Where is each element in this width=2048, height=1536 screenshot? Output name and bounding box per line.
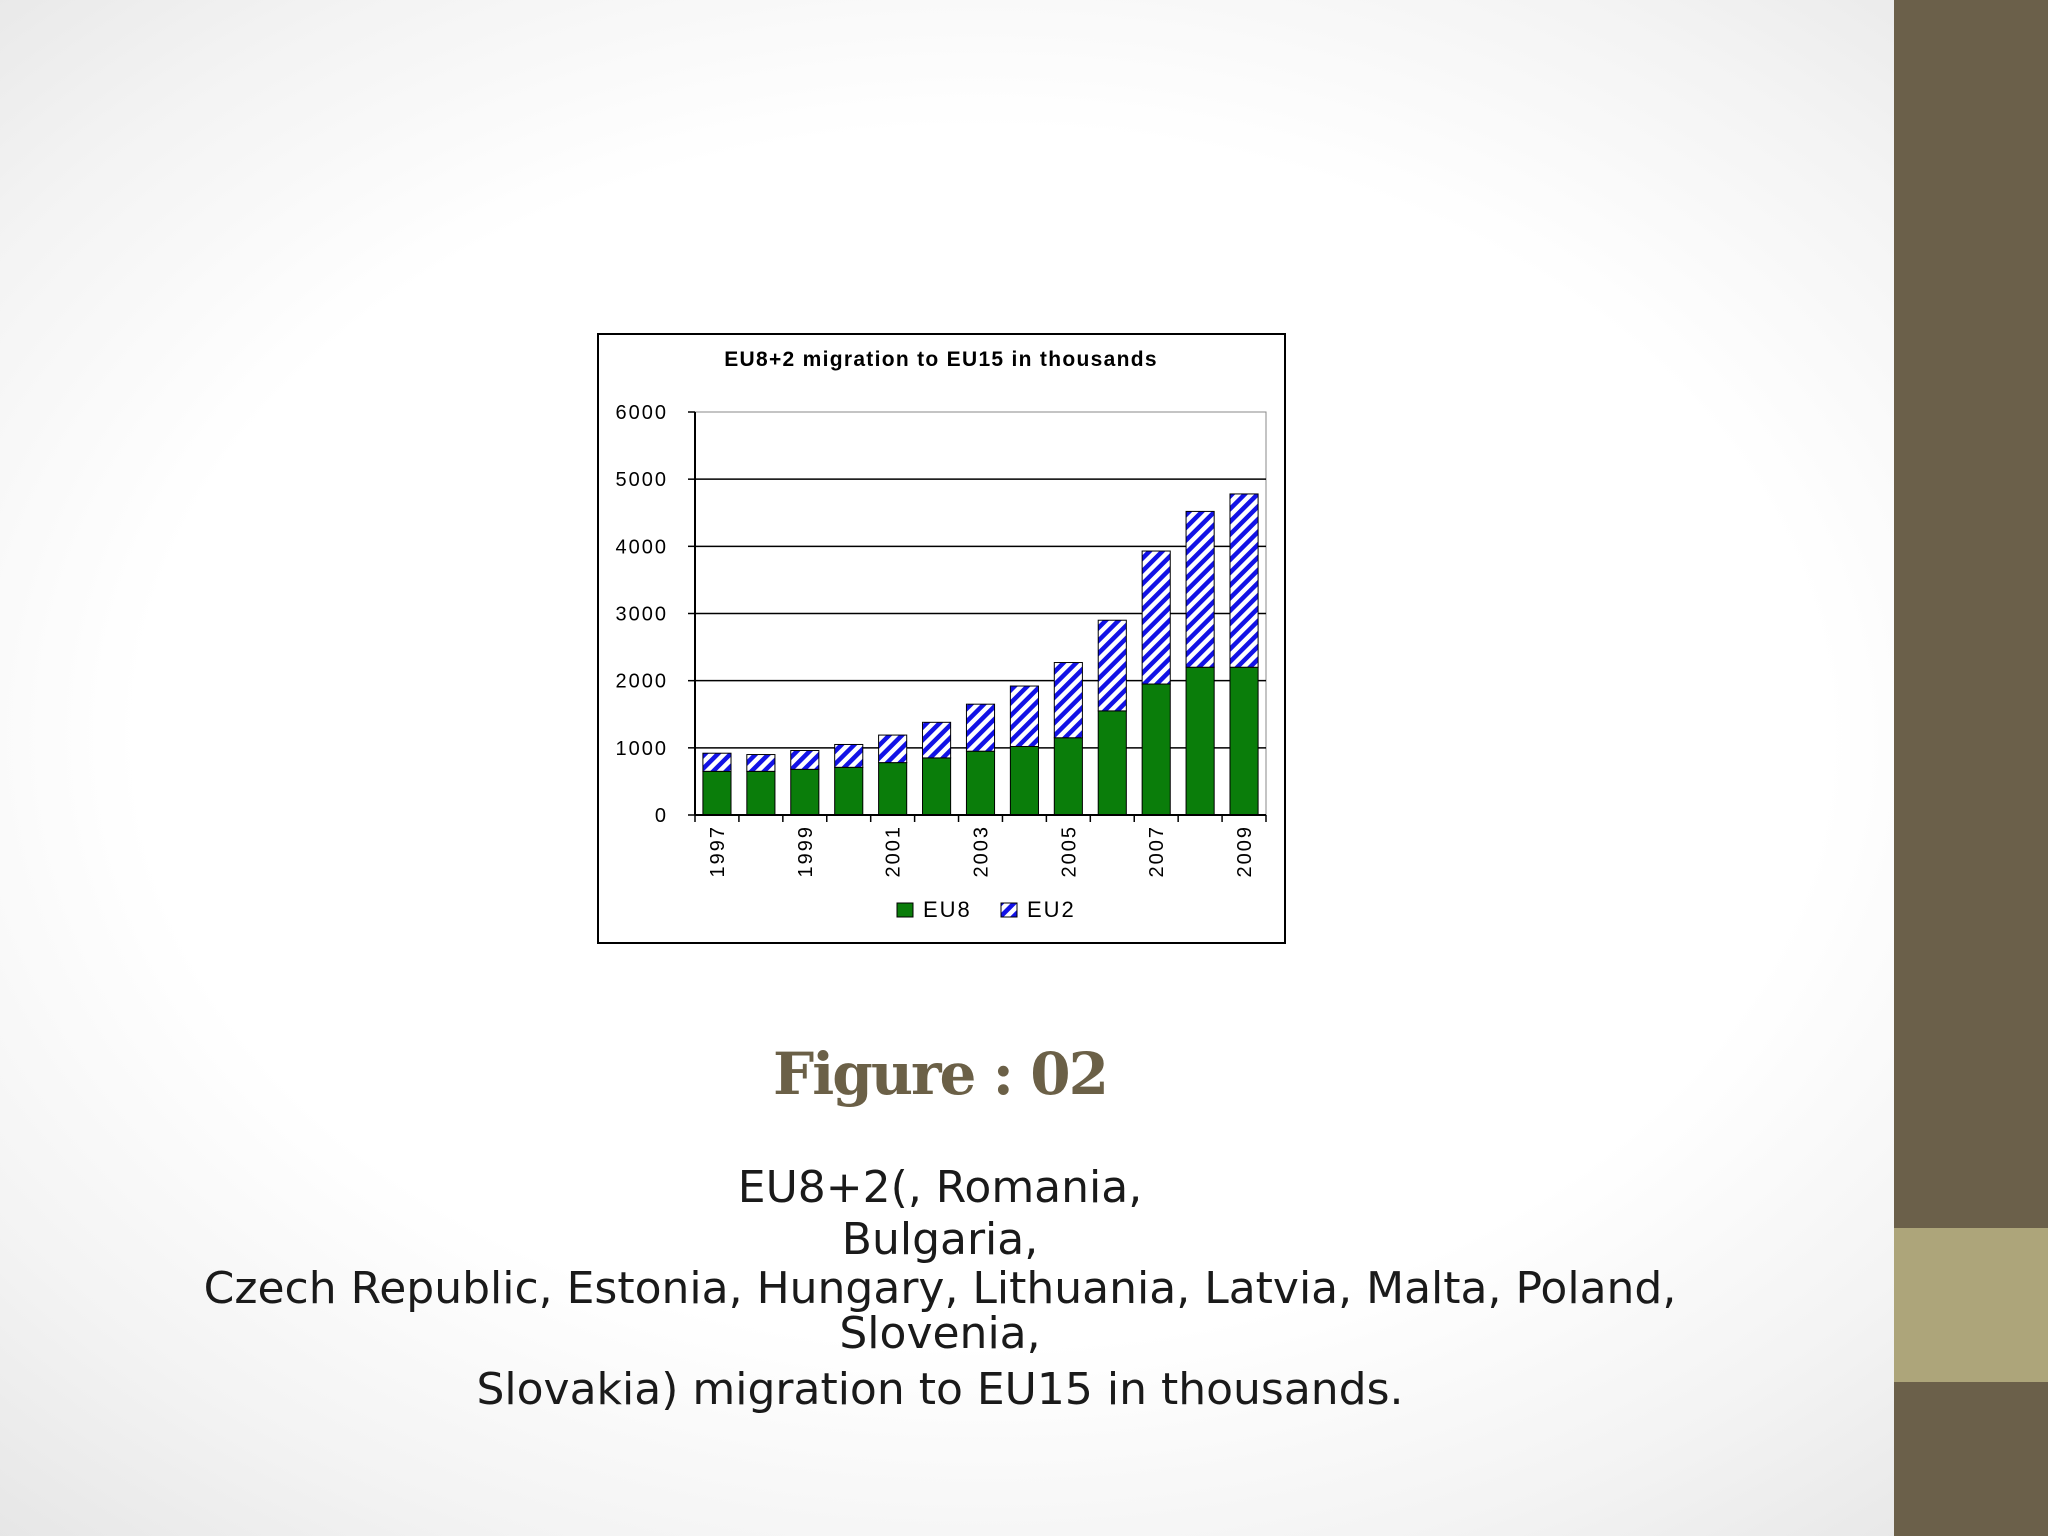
legend-label-eu2: EU2 — [1027, 897, 1076, 922]
x-tick-label: 2009 — [1234, 825, 1256, 878]
bar-eu8 — [1185, 666, 1215, 816]
caption-line: Bulgaria, — [841, 1214, 1039, 1265]
bar-eu8 — [1053, 737, 1083, 816]
figure-caption: EU8+2(, Romania, Bulgaria, Czech Republi… — [120, 1162, 1760, 1424]
x-tick-label: 2003 — [971, 825, 993, 878]
y-tick-label: 4000 — [616, 536, 669, 558]
bar-eu2 — [1053, 662, 1083, 739]
caption-line: EU8+2(, Romania, — [737, 1162, 1143, 1213]
x-tick-label: 1997 — [707, 825, 729, 878]
caption-line: Slovenia, — [839, 1308, 1041, 1359]
legend-swatch-eu2 — [1000, 902, 1018, 918]
bar-eu2 — [1097, 619, 1127, 712]
bar-eu8 — [746, 770, 776, 816]
x-tick-label: 2001 — [883, 825, 905, 878]
chart-title: EU8+2 migration to EU15 in thousands — [724, 348, 1158, 371]
bar-eu2 — [790, 750, 820, 770]
y-tick-label: 5000 — [616, 469, 669, 491]
bar-eu2 — [702, 752, 732, 772]
bar-eu8 — [790, 768, 820, 816]
bar-eu2 — [834, 743, 864, 768]
y-tick-label: 1000 — [616, 738, 669, 760]
figure-title: Figure : 02 — [773, 1040, 1109, 1108]
bar-eu2 — [878, 734, 908, 764]
bar-eu8 — [702, 770, 732, 816]
bar-eu2 — [1185, 510, 1215, 668]
bar-eu2 — [1229, 493, 1259, 668]
bar-eu8 — [878, 762, 908, 816]
legend: EU8 EU2 — [896, 897, 1076, 922]
bar-eu8 — [834, 766, 864, 816]
caption-line: Slovakia) migration to EU15 in thousands… — [476, 1364, 1404, 1415]
y-tick-label: 6000 — [616, 402, 669, 424]
stacked-bar-chart: EU8+2 migration to EU15 in thousands 0 10… — [616, 348, 1267, 922]
bar-eu2 — [922, 721, 952, 759]
x-tick-label: 2007 — [1146, 825, 1168, 878]
bar-eu8 — [1141, 683, 1171, 816]
bar-eu2 — [1141, 550, 1171, 685]
y-tick-label: 2000 — [616, 671, 669, 693]
caption-line: Czech Republic, Estonia, Hungary, Lithua… — [203, 1263, 1677, 1314]
bar-eu2 — [1009, 685, 1039, 747]
bar-eu8 — [1097, 710, 1127, 816]
bar-eu8 — [1229, 666, 1259, 816]
bar-eu8 — [965, 750, 996, 816]
bar-eu2 — [965, 703, 996, 752]
legend-label-eu8: EU8 — [923, 897, 972, 922]
bar-eu8 — [922, 757, 952, 816]
chart-frame: EU8+2 migration to EU15 in thousands 0 10… — [597, 333, 1286, 944]
y-tick-label: 0 — [655, 805, 668, 827]
bar-eu2 — [746, 754, 776, 772]
x-tick-label: 1999 — [795, 825, 817, 878]
bar-eu8 — [1009, 745, 1039, 816]
side-accent — [1894, 1228, 2048, 1382]
y-tick-label: 3000 — [616, 604, 669, 626]
x-tick-label: 2005 — [1058, 825, 1080, 878]
legend-swatch-eu8 — [896, 902, 914, 918]
